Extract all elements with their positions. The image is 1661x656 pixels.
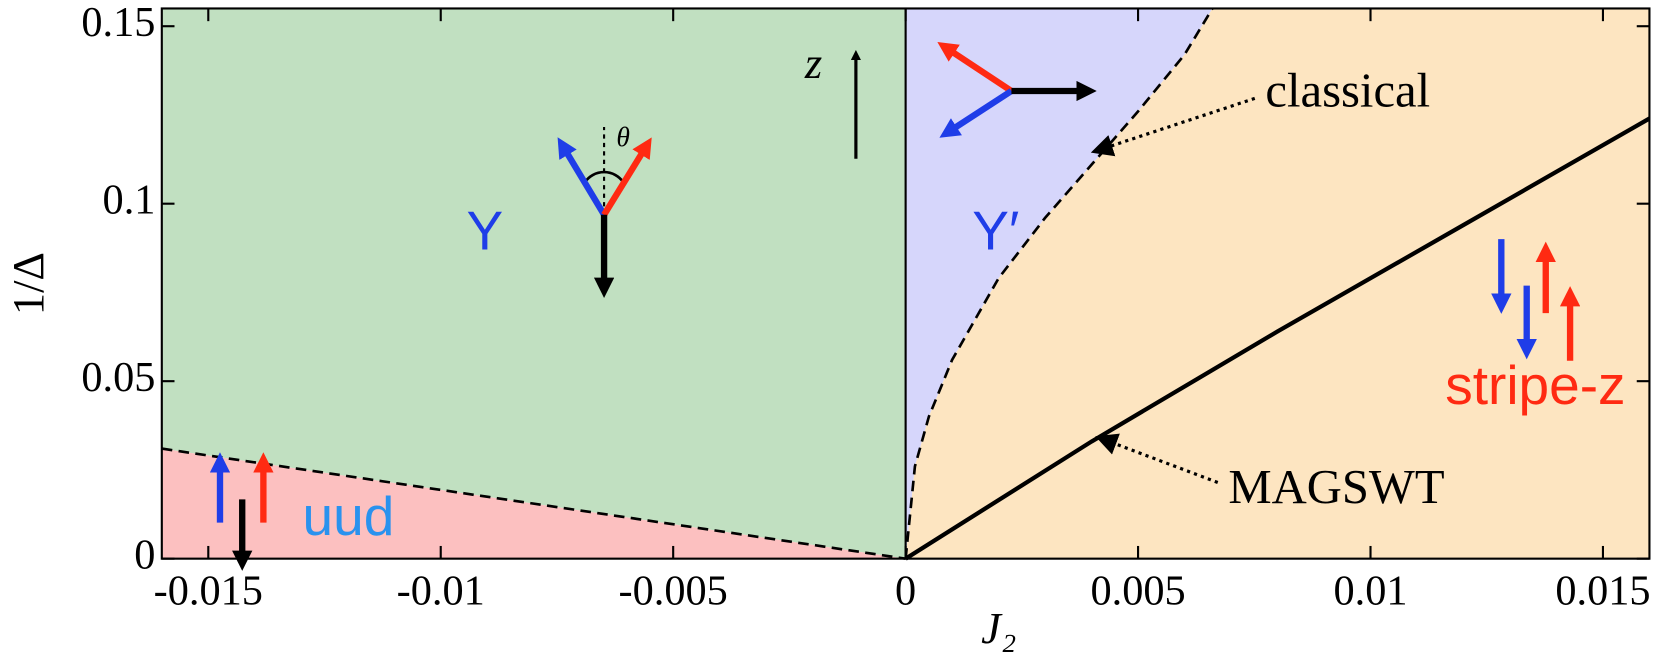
series-label: classical [1265, 63, 1430, 117]
boundary-line [904, 116, 1651, 561]
y-axis-label: 1/Δ [3, 252, 53, 315]
x-tick-label: -0.005 [619, 567, 728, 614]
boundary-line [904, 7, 1214, 559]
phase-region [905, 8, 1650, 559]
series-label: MAGSWT [1228, 460, 1444, 514]
angle-arc [583, 170, 625, 183]
pointer-arrow [1095, 433, 1219, 484]
x-tick-label: -0.01 [397, 567, 485, 614]
boundary-line [161, 447, 906, 560]
x-tick-label: -0.015 [154, 567, 263, 614]
phase-region [161, 8, 906, 559]
y-tick-label: 0 [134, 531, 155, 578]
boundaries [161, 7, 1651, 561]
region-label: stripe-z [1445, 354, 1625, 416]
y-tick-label: 0.15 [81, 0, 155, 46]
x-tick-label: 0.01 [1333, 567, 1407, 614]
region-label: Y [467, 199, 504, 261]
spin-arrow [937, 42, 1014, 94]
region-label: Y′ [972, 199, 1019, 261]
x-tick-label: 0.015 [1555, 567, 1650, 614]
spin-icons [209, 42, 1581, 571]
axes: -0.015 -0.01 -0.005 0 0.005 0.01 0.015 0 0.05 0.1… [3, 0, 1651, 653]
phase-region [905, 8, 1213, 559]
y-tick-label: 0.1 [103, 176, 156, 223]
spin-arrow [557, 137, 607, 217]
spin-arrow [601, 137, 652, 217]
pointer-arrow [1090, 96, 1256, 157]
annotation: z [804, 38, 822, 88]
region-label: uud [303, 485, 395, 547]
x-tick-label: 0 [895, 567, 916, 614]
x-axis-label: J₂ [981, 603, 1016, 653]
annotation: θ [616, 121, 630, 152]
spin-arrow [939, 88, 1014, 138]
y-tick-label: 0.05 [81, 354, 155, 401]
x-tick-label: 0.005 [1090, 567, 1185, 614]
